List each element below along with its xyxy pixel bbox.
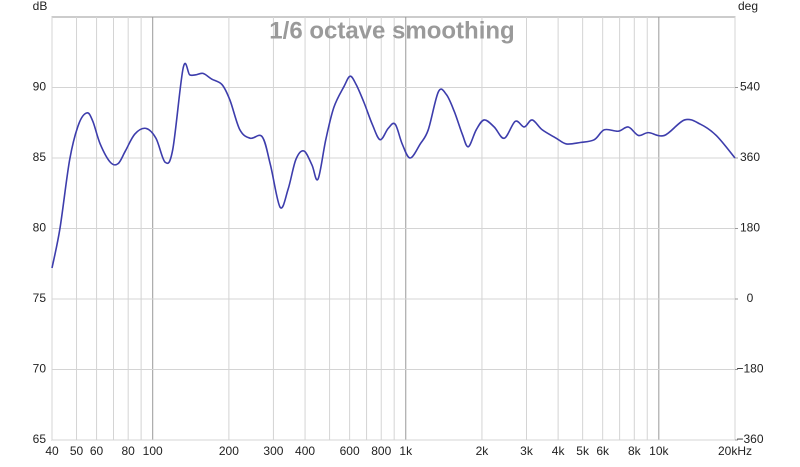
x-tick-label: 600 [340,444,360,458]
y-tick-label: 65 [33,432,47,446]
x-tick-label: 10k [649,444,669,458]
x-tick-label: 100 [143,444,163,458]
y-tick-label: 80 [33,221,47,235]
y2-tick-label: −180 [736,362,763,376]
x-tick-label: 5k [576,444,590,458]
y-tick-label: 75 [33,291,47,305]
x-tick-label: 20kHz [718,444,752,458]
x-tick-label: 60 [90,444,104,458]
x-tick-label: 800 [371,444,391,458]
x-tick-label: 2k [476,444,490,458]
y2-tick-label: −360 [736,432,763,446]
x-tick-label: 4k [552,444,566,458]
y-tick-label: 90 [33,80,47,94]
y-tick-label: 85 [33,150,47,164]
x-tick-label: 1k [399,444,413,458]
y2-axis-label: deg [738,0,758,13]
x-tick-label: 8k [628,444,642,458]
x-tick-label: 200 [219,444,239,458]
x-tick-label: 300 [263,444,283,458]
x-tick-label: 6k [596,444,610,458]
x-tick-label: 50 [70,444,84,458]
y2-tick-label: 180 [740,221,760,235]
x-tick-label: 400 [295,444,315,458]
x-tick-label: 3k [520,444,534,458]
y2-tick-label: 540 [740,80,760,94]
y2-tick-label: 360 [740,150,760,164]
x-tick-label: 40 [45,444,59,458]
y-axis-label: dB [33,0,48,13]
y-tick-label: 70 [33,362,47,376]
y2-tick-label: 0 [747,291,754,305]
chart-title: 1/6 octave smoothing [269,17,514,44]
line [51,62,736,269]
x-tick-label: 80 [121,444,135,458]
